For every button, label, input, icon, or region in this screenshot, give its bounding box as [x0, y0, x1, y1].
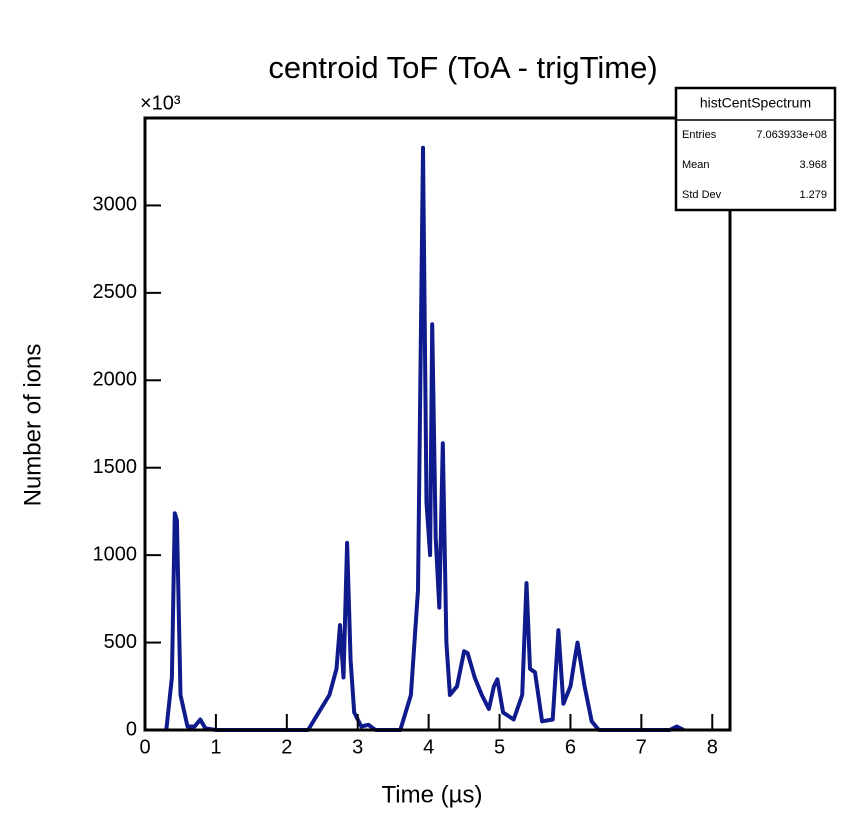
y-tick-label: 2500: [93, 281, 138, 303]
stats-label: Entries: [682, 129, 717, 141]
stats-value: 1.279: [799, 189, 827, 201]
y-tick-label: 0: [126, 718, 137, 740]
data-line: [164, 145, 685, 732]
y-tick-label: 2000: [93, 369, 138, 391]
stats-value: 7.063933e+08: [756, 129, 827, 141]
stats-box-title: histCentSpectrum: [700, 95, 811, 111]
x-tick-label: 1: [210, 736, 221, 758]
x-tick-label: 6: [565, 736, 576, 758]
x-tick-label: 3: [352, 736, 363, 758]
chart-title: centroid ToF (ToA - trigTime): [268, 50, 657, 85]
stats-value: 3.968: [799, 159, 827, 171]
y-tick-label: 3000: [93, 194, 138, 216]
plot-frame: [143, 116, 732, 732]
x-tick-label: 5: [494, 736, 505, 758]
y-tick-label: 500: [104, 631, 137, 653]
x-axis-label: Time (µs): [382, 781, 483, 808]
x-tick-label: 7: [636, 736, 647, 758]
stats-label: Std Dev: [682, 189, 722, 201]
x-tick-label: 4: [423, 736, 434, 758]
stats-box-frame: [674, 86, 837, 212]
stats-label: Mean: [682, 159, 710, 171]
x-tick-label: 8: [707, 736, 718, 758]
y-tick-label: 1000: [93, 543, 138, 565]
stats-box: histCentSpectrum Entries 7.063933e+08 Mean 3…: [674, 86, 837, 212]
y-multiplier: ×10³: [140, 92, 181, 114]
x-tick-label: 0: [139, 736, 150, 758]
x-tick-label: 2: [281, 736, 292, 758]
y-tick-label: 1500: [93, 456, 138, 478]
y-axis-label: Number of ions: [19, 344, 46, 507]
